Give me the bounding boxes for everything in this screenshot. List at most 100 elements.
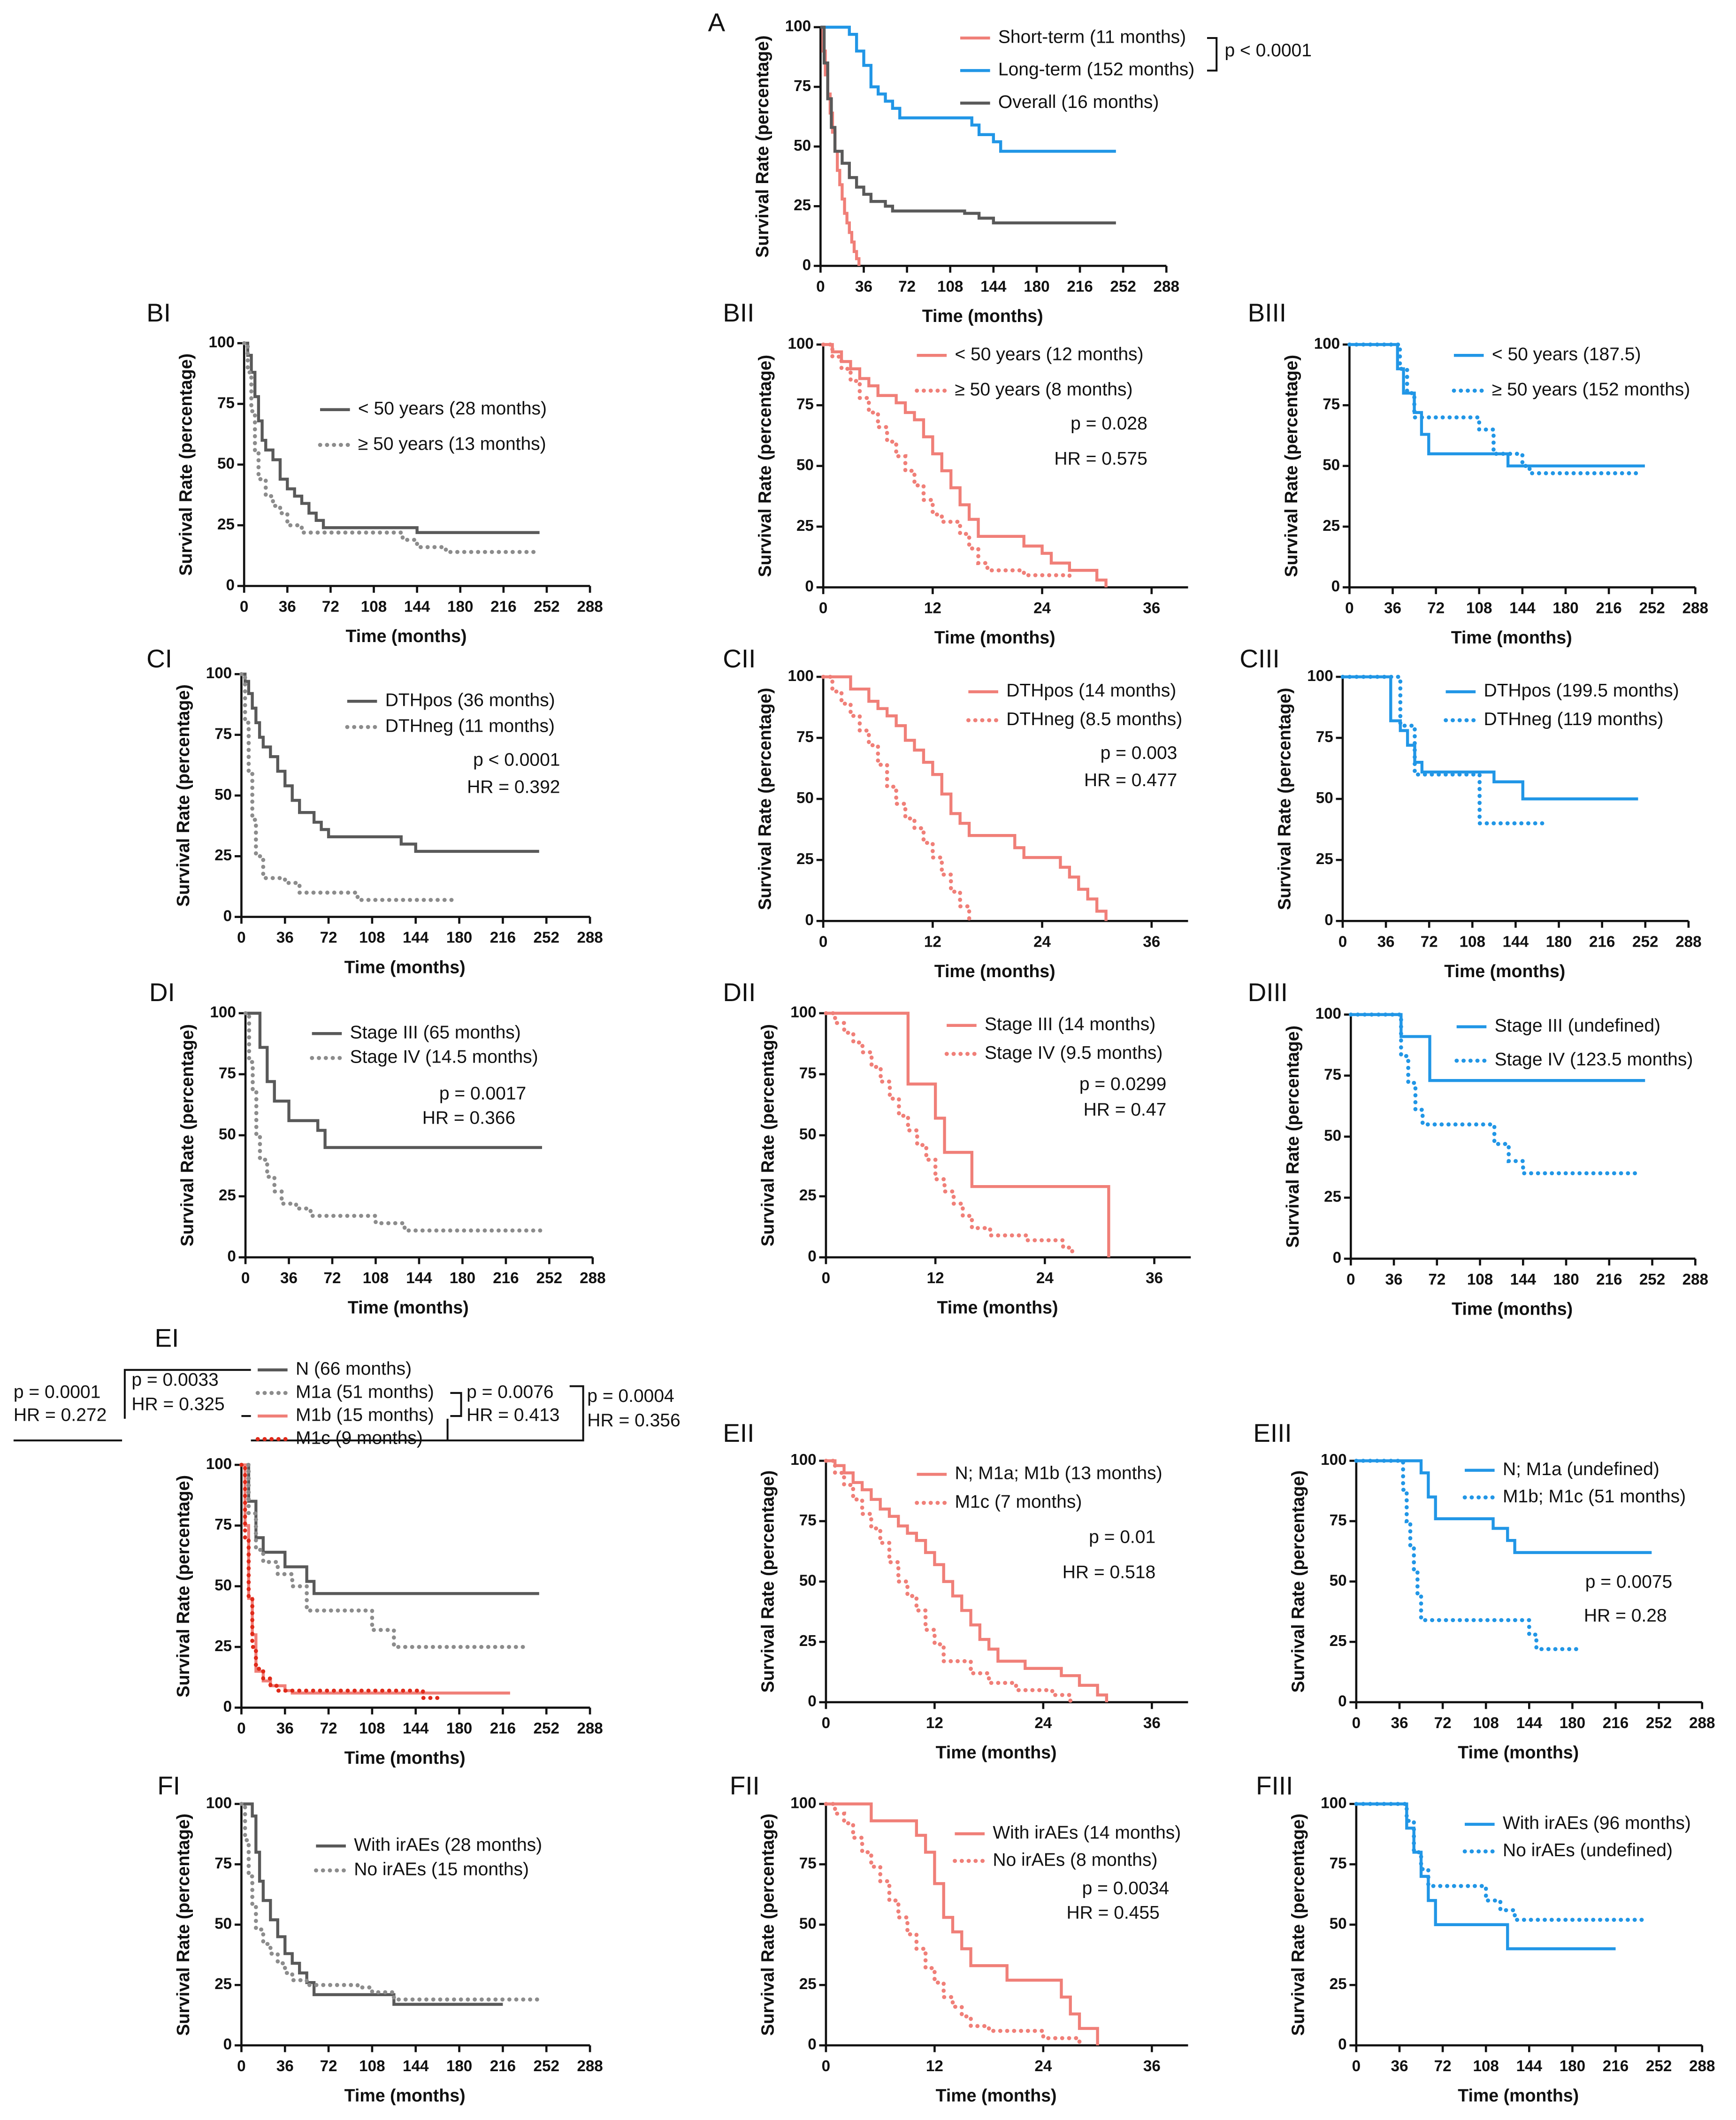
- x-tick-label: 252: [534, 2058, 559, 2075]
- legend-label: ≥ 50 years (152 months): [1492, 380, 1690, 400]
- survival-curve: [826, 1802, 1099, 2045]
- legend-label: With irAEs (96 months): [1503, 1813, 1691, 1833]
- annotation: p = 0.0033: [131, 1370, 218, 1390]
- x-tick-label: 252: [1639, 1271, 1665, 1288]
- legend-label: No irAEs (15 months): [354, 1859, 529, 1879]
- y-tick-label: 0: [1338, 2036, 1346, 2053]
- x-tick-label: 108: [1467, 1271, 1493, 1288]
- x-tick-label: 252: [1646, 2058, 1672, 2075]
- panel-label: A: [708, 8, 725, 37]
- y-tick-label: 25: [799, 1632, 817, 1650]
- survival-curve: [1354, 1459, 1582, 1652]
- x-tick-label: 36: [1377, 933, 1395, 950]
- annotation: p = 0.028: [1071, 413, 1147, 434]
- survival-curve: [823, 675, 1108, 921]
- annotation: HR = 0.518: [1063, 1562, 1155, 1583]
- annotation: p = 0.0034: [1082, 1878, 1169, 1898]
- survival-curve: [1342, 675, 1638, 801]
- x-tick-label: 216: [490, 2058, 516, 2075]
- survival-curve: [239, 1462, 527, 1649]
- y-axis-title: Survival Rate (percentage): [177, 1024, 197, 1247]
- x-tick-label: 180: [447, 598, 473, 616]
- x-tick-label: 72: [1434, 1714, 1452, 1732]
- x-tick-label: 108: [1473, 2058, 1499, 2075]
- x-tick-label: 36: [1143, 599, 1160, 617]
- y-tick-label: 0: [1338, 1693, 1346, 1710]
- survival-curve: [820, 25, 1116, 225]
- legend-label: M1c (7 months): [955, 1492, 1082, 1512]
- panel-label: EIII: [1253, 1418, 1292, 1447]
- x-tick-label: 72: [320, 1720, 337, 1737]
- x-tick-label: 72: [1421, 933, 1438, 950]
- x-tick-label: 144: [406, 1270, 432, 1287]
- y-tick-label: 25: [217, 516, 235, 533]
- y-tick-label: 50: [214, 1915, 232, 1933]
- legend-label: M1b; M1c (51 months): [1503, 1486, 1686, 1507]
- y-axis-title: Survival Rate (percentage): [1288, 1814, 1308, 2036]
- x-tick-label: 216: [1603, 1714, 1629, 1732]
- legend-label: N; M1a (undefined): [1503, 1459, 1660, 1479]
- x-tick-label: 180: [446, 2058, 472, 2075]
- panel-label: CI: [146, 644, 172, 673]
- y-tick-label: 75: [1323, 396, 1340, 413]
- x-tick-label: 180: [446, 1720, 472, 1737]
- survival-curve: [239, 1802, 542, 2002]
- y-tick-label: 100: [785, 18, 811, 35]
- y-tick-label: 0: [1324, 911, 1333, 929]
- y-axis-title: Survival Rate (percentage): [752, 35, 772, 258]
- survival-curve: [824, 1011, 1074, 1255]
- y-tick-label: 0: [1333, 1249, 1341, 1267]
- y-tick-label: 0: [227, 1248, 236, 1265]
- x-tick-label: 144: [1510, 1271, 1537, 1288]
- axis: [240, 1465, 590, 1709]
- x-tick-label: 108: [1460, 933, 1485, 950]
- survival-curve: [245, 1011, 542, 1149]
- y-tick-label: 0: [808, 1248, 816, 1265]
- x-tick-label: 72: [1434, 2058, 1452, 2075]
- y-tick-label: 100: [210, 1004, 236, 1021]
- y-tick-label: 0: [808, 2036, 816, 2053]
- y-tick-label: 25: [796, 517, 814, 535]
- x-tick-label: 288: [1682, 599, 1708, 617]
- axis: [825, 1804, 1188, 2047]
- x-tick-label: 0: [822, 1714, 830, 1732]
- legend-label: DTHpos (199.5 months): [1484, 681, 1679, 701]
- y-tick-label: 0: [1331, 578, 1340, 595]
- axis: [243, 343, 590, 587]
- legend-label: Overall (16 months): [998, 92, 1159, 112]
- annotation: p = 0.01: [1089, 1527, 1155, 1547]
- x-tick-label: 252: [1632, 933, 1658, 950]
- panel-label: EII: [723, 1418, 754, 1447]
- panel-label: BI: [146, 298, 171, 327]
- x-axis-title: Time (months): [346, 626, 467, 646]
- legend-label: No irAEs (8 months): [993, 1850, 1157, 1870]
- survival-curve: [1347, 342, 1640, 475]
- x-tick-label: 108: [361, 598, 387, 616]
- y-tick-label: 0: [223, 907, 232, 925]
- y-tick-label: 25: [214, 1975, 232, 1993]
- y-tick-label: 0: [803, 256, 811, 274]
- y-tick-label: 100: [209, 334, 235, 351]
- y-tick-label: 75: [1330, 1512, 1347, 1529]
- y-tick-label: 0: [223, 1698, 232, 1715]
- y-axis-title: Survival Rate (percentage): [757, 1024, 777, 1247]
- y-tick-label: 100: [788, 667, 813, 685]
- x-tick-label: 36: [1385, 1271, 1403, 1288]
- x-tick-label: 144: [980, 278, 1007, 296]
- annotation: p < 0.0001: [1225, 40, 1312, 61]
- y-tick-label: 25: [219, 1187, 236, 1204]
- legend-label: Stage IV (9.5 months): [985, 1043, 1162, 1063]
- x-axis-title: Time (months): [1451, 628, 1572, 647]
- y-tick-label: 50: [1316, 789, 1333, 807]
- legend-label: DTHneg (119 months): [1484, 709, 1663, 729]
- x-tick-label: 0: [241, 1270, 250, 1287]
- y-tick-label: 50: [794, 137, 811, 154]
- x-tick-label: 144: [403, 929, 429, 947]
- axis: [819, 27, 1167, 267]
- axis: [1355, 1461, 1702, 1704]
- y-tick-label: 50: [1330, 1572, 1347, 1589]
- x-tick-label: 216: [1596, 1271, 1622, 1288]
- y-tick-label: 25: [799, 1975, 817, 1993]
- x-axis-title: Time (months): [922, 306, 1043, 326]
- x-tick-label: 180: [1553, 1271, 1579, 1288]
